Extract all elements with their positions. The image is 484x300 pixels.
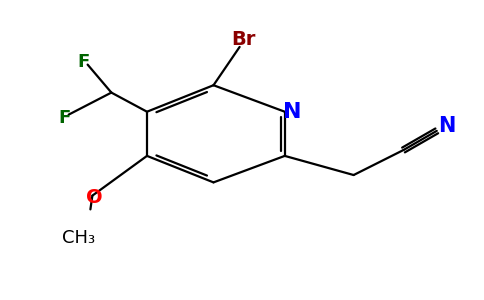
Text: F: F xyxy=(59,109,71,127)
Text: N: N xyxy=(438,116,455,136)
Text: N: N xyxy=(283,102,302,122)
Text: F: F xyxy=(77,53,90,71)
Text: O: O xyxy=(86,188,103,207)
Text: CH₃: CH₃ xyxy=(61,229,95,247)
Text: Br: Br xyxy=(231,30,256,49)
